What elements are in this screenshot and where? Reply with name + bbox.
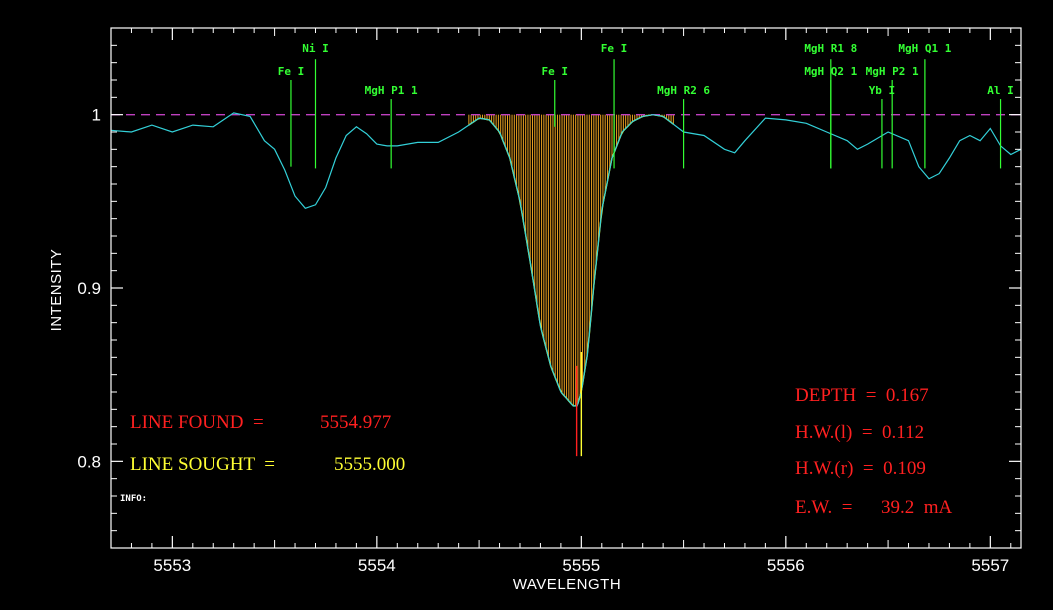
line-id-label: Fe I <box>601 42 628 55</box>
equivalent-width-readout: E.W. = 39.2 mA <box>795 497 953 518</box>
x-tick-label: 5555 <box>562 556 600 575</box>
line-id-label: Ni I <box>302 42 329 55</box>
annotations-layer: Fe I Ni I MgH P1 1 Fe I Fe I MgH R2 6 MgH R1 8… <box>278 42 1014 169</box>
line-id-label: MgH Q2 1 <box>804 65 857 78</box>
line-id-label: MgH R2 6 <box>657 84 710 97</box>
y-tick-label: 0.8 <box>77 452 101 471</box>
line-found-value: 5554.977 <box>320 412 391 433</box>
line-id-label: MgH Q1 1 <box>898 42 951 55</box>
line-sought-value: 5555.000 <box>334 454 405 475</box>
spectrum-line <box>110 112 1022 407</box>
x-tick-label: 5556 <box>767 556 805 575</box>
hw-right-readout: H.W.(r) = 0.109 <box>795 458 926 479</box>
y-axis-label: INTENSITY <box>48 249 65 332</box>
line-id-label: Al I <box>987 84 1014 97</box>
line-id-label: Fe I <box>542 65 569 78</box>
line-id-label: MgH P1 1 <box>365 84 418 97</box>
info-label: INFO: <box>120 494 147 504</box>
x-axis-label: WAVELENGTH <box>513 576 621 593</box>
line-sought-label: LINE SOUGHT = <box>130 454 275 475</box>
line-found-label: LINE FOUND = <box>130 412 264 433</box>
line-markers-layer <box>575 352 583 457</box>
line-id-label: MgH R1 8 <box>804 42 857 55</box>
y-tick-label: 1 <box>92 106 101 125</box>
hw-left-readout: H.W.(l) = 0.112 <box>795 422 924 443</box>
line-id-label: Yb I <box>869 84 896 97</box>
x-tick-label: 5557 <box>971 556 1009 575</box>
depth-readout: DEPTH = 0.167 <box>795 385 929 406</box>
y-tick-label: 0.9 <box>77 279 101 298</box>
x-tick-label: 5553 <box>153 556 191 575</box>
spectrum-layer <box>110 112 1022 407</box>
line-id-label: Fe I <box>278 65 305 78</box>
ticks-layer: 5553 5554 5555 5556 5557 0.8 0.9 1 <box>77 27 1021 575</box>
x-tick-label: 5554 <box>358 556 396 575</box>
line-id-label: MgH P2 1 <box>866 65 919 78</box>
